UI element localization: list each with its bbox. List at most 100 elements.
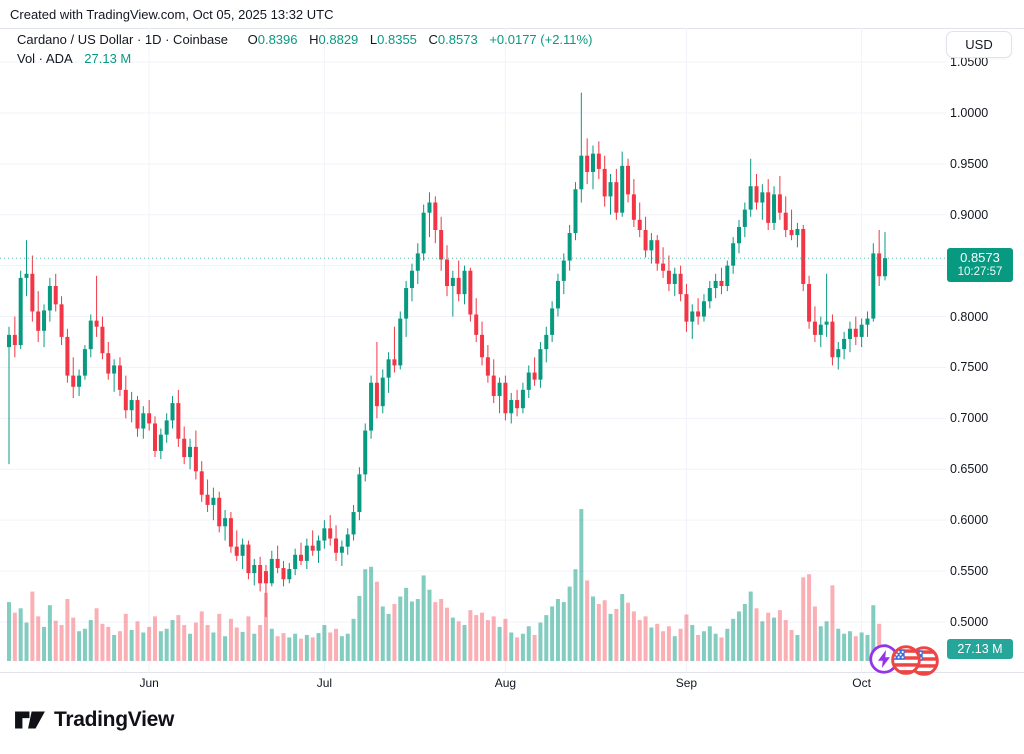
candle-body: [626, 165, 631, 195]
month-tick-label: Jun: [139, 676, 159, 690]
candle-body: [234, 546, 239, 556]
volume-bar: [82, 628, 87, 661]
volume-bar: [287, 637, 292, 661]
candle-body: [830, 321, 835, 358]
volume-bar: [567, 586, 572, 661]
volume-bar: [100, 623, 105, 661]
candle-body: [725, 265, 730, 286]
candle-body: [678, 273, 683, 295]
candle-body: [555, 280, 560, 309]
lightning-bolt-icon: [878, 650, 890, 668]
candle-body: [42, 310, 47, 331]
currency-toggle-button[interactable]: USD: [946, 31, 1012, 58]
event-markers: [866, 643, 946, 677]
candle-body: [334, 538, 339, 553]
volume-bar: [853, 636, 858, 661]
volume-bar: [497, 626, 502, 661]
volume-bar: [526, 626, 531, 661]
volume-bar: [643, 616, 648, 661]
volume-bar: [199, 611, 204, 661]
candle-body: [596, 153, 601, 169]
candle-body: [485, 357, 490, 376]
candle-body: [818, 324, 823, 335]
candle-body: [532, 372, 537, 380]
candle-body: [731, 243, 736, 266]
volume-bar: [263, 592, 268, 661]
volume-bar: [71, 617, 76, 661]
volume-bar: [585, 580, 590, 661]
candle-body: [456, 277, 461, 295]
candle-body: [176, 403, 181, 439]
volume-bar: [631, 611, 636, 661]
candle-body: [789, 230, 794, 236]
candle-body: [153, 423, 157, 451]
candle-body: [567, 233, 572, 261]
volume-bar: [351, 618, 356, 661]
candle-body: [263, 571, 268, 584]
candle-body: [252, 564, 257, 574]
candle-body: [158, 434, 163, 451]
volume-bar: [783, 620, 788, 661]
candle-body: [339, 546, 344, 553]
volume-bar: [596, 603, 601, 661]
volume-bar: [684, 614, 689, 661]
candle-body: [30, 273, 35, 312]
candle-body: [620, 165, 625, 213]
candle-body: [631, 194, 636, 220]
open-value: 0.8396: [257, 32, 298, 47]
candle-body: [345, 534, 350, 547]
volume-bar: [637, 620, 642, 661]
candle-body: [258, 564, 263, 584]
us-economic-event-icon-1[interactable]: [890, 644, 922, 676]
tradingview-logo[interactable]: TradingView: [14, 708, 174, 732]
volume-bar: [299, 638, 303, 661]
volume-bar: [777, 610, 782, 661]
candle-body: [77, 375, 82, 387]
price-tick-label: 0.7500: [950, 360, 989, 375]
volume-bar: [818, 626, 823, 661]
month-tick-label: Aug: [494, 676, 517, 690]
candle-body: [304, 545, 309, 561]
volume-bar: [766, 612, 771, 661]
volume-bar: [859, 632, 864, 661]
candle-body: [696, 311, 701, 317]
volume-bar: [117, 631, 122, 661]
volume-bar: [147, 626, 152, 661]
candle-body: [766, 192, 771, 223]
candle-body: [129, 400, 134, 411]
candle-body: [491, 375, 496, 396]
volume-bar: [217, 613, 222, 661]
candle-body: [117, 365, 122, 390]
candle-body: [760, 192, 765, 203]
volume-bar: [614, 608, 619, 661]
volume-bar: [363, 569, 368, 661]
candle-body: [742, 209, 747, 227]
widget-top-border: [0, 28, 1024, 29]
volume-bar: [357, 595, 362, 661]
price-tick-label: 0.6000: [950, 513, 989, 528]
volume-bar: [30, 591, 35, 661]
volume-bar: [655, 623, 660, 661]
candle-body: [59, 304, 64, 337]
volume-bar: [690, 625, 695, 661]
candle-body: [88, 320, 93, 350]
volume-bar: [211, 632, 216, 661]
chart-canvas[interactable]: [0, 0, 1024, 700]
volume-bar: [538, 622, 543, 661]
volume-bar: [24, 622, 29, 661]
volume-bar: [450, 617, 455, 661]
candle-body: [380, 377, 385, 407]
volume-bar: [719, 637, 724, 661]
candle-body: [404, 288, 409, 319]
candle-body: [223, 518, 228, 527]
candle-body: [468, 270, 473, 315]
volume-bar: [678, 628, 683, 661]
volume-bar: [474, 615, 479, 661]
candle-body: [439, 230, 444, 260]
candle-body: [737, 226, 741, 244]
volume-bar: [701, 631, 706, 661]
last-price-badge[interactable]: 0.8573 10:27:57: [947, 248, 1013, 282]
candle-body: [112, 365, 117, 374]
candle-body: [883, 258, 887, 277]
candle-body: [82, 349, 87, 376]
